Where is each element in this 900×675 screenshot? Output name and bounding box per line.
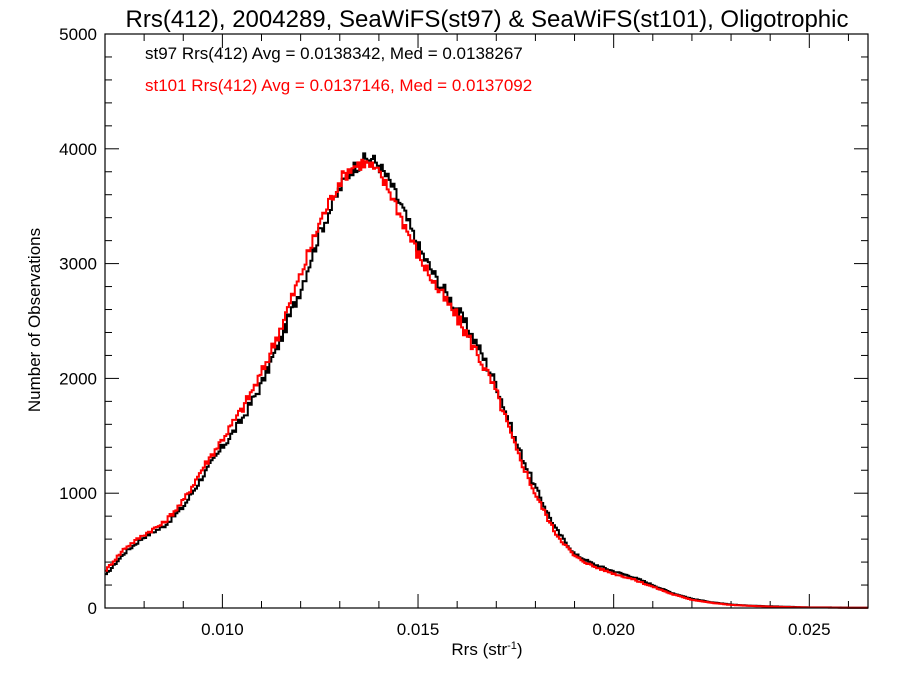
legend-entry-st101: st101 Rrs(412) Avg = 0.0137146, Med = 0.… <box>145 76 532 95</box>
x-tick-label: 0.010 <box>201 620 244 639</box>
x-axis-label-superscript: -1 <box>507 640 517 652</box>
x-tick-label: 0.025 <box>788 620 831 639</box>
y-tick-label: 0 <box>88 599 97 618</box>
axis-ticks: 0.010 0.015 0.020 0.025 0 1000 2000 3000 4000 500… <box>59 25 868 639</box>
y-tick-label: 4000 <box>59 140 97 159</box>
x-axis-label-end: ) <box>517 640 523 659</box>
x-tick-label: 0.020 <box>592 620 635 639</box>
series-line-st97 <box>105 152 868 609</box>
legend-entry-st97: st97 Rrs(412) Avg = 0.0138342, Med = 0.0… <box>145 44 523 63</box>
y-tick-label: 3000 <box>59 255 97 274</box>
y-axis-label: Number of Observations <box>25 228 44 412</box>
chart-title: Rrs(412), 2004289, SeaWiFS(st97) & SeaWi… <box>126 6 849 33</box>
y-tick-label: 5000 <box>59 25 97 44</box>
x-axis-label: Rrs (str-1) <box>451 640 522 659</box>
data-series <box>105 152 868 609</box>
x-tick-label: 0.015 <box>397 620 440 639</box>
y-tick-label: 1000 <box>59 484 97 503</box>
series-line-st101 <box>105 158 868 609</box>
y-tick-label: 2000 <box>59 369 97 388</box>
plot-frame <box>104 33 869 609</box>
x-axis-label-main: Rrs (str <box>451 640 507 659</box>
